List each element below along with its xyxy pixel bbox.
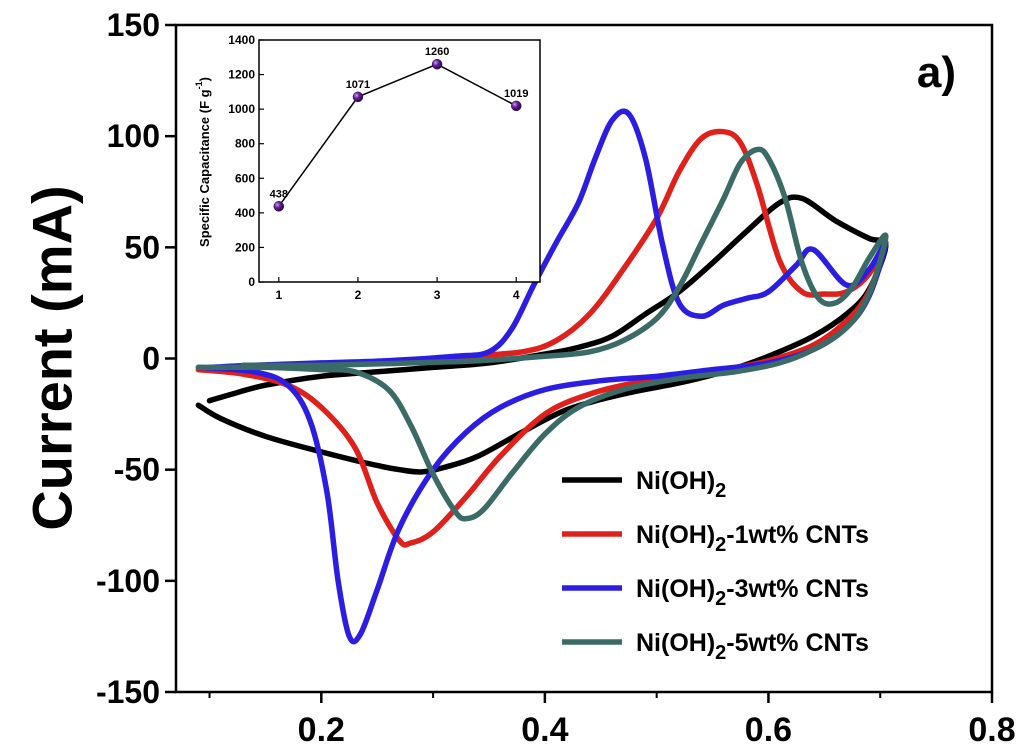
legend-label-1: Ni(OH)2 bbox=[636, 467, 726, 502]
legend-label-main: Ni(OH) bbox=[636, 467, 715, 495]
inset-marks: 438 1071 1260 1019 bbox=[270, 46, 528, 212]
legend-label-2: Ni(OH)2-1wt% CNTs bbox=[636, 521, 869, 556]
inset-x-tick-label: 3 bbox=[434, 288, 441, 302]
inset-y-tick-label: 800 bbox=[235, 137, 255, 151]
y-tick-label: -150 bbox=[96, 674, 160, 710]
inset-y-axis-title: Specific Capacitance (F g-1) bbox=[194, 77, 212, 247]
inset-background bbox=[259, 40, 540, 282]
y-tick-label: -50 bbox=[114, 452, 160, 488]
main-curves bbox=[195, 108, 889, 645]
legend-label-suffix: -5wt% CNTs bbox=[726, 629, 869, 657]
inset-y-tick-label: 400 bbox=[235, 206, 255, 220]
inset-y-tick-label: 1200 bbox=[228, 68, 255, 82]
inset-point-3 bbox=[431, 58, 443, 70]
inset-ylabel-unit-sup: -1 bbox=[194, 81, 204, 89]
y-tick-label: 50 bbox=[124, 229, 160, 265]
series-line-4 bbox=[195, 146, 889, 522]
inset-y-tick-label: 600 bbox=[235, 171, 255, 185]
y-tick-label: 150 bbox=[107, 7, 160, 43]
inset-point-2 bbox=[352, 91, 364, 103]
y-axis-title: Current (mA) bbox=[21, 185, 84, 530]
inset-y-tick-label: 200 bbox=[235, 240, 255, 254]
x-tick-label: 0.8 bbox=[968, 711, 1015, 749]
x-tick-label: 0.6 bbox=[745, 711, 792, 749]
panel-label: a) bbox=[917, 48, 956, 97]
x-tick-label: 0.4 bbox=[521, 711, 568, 749]
inset-x-tick-label: 2 bbox=[355, 288, 362, 302]
legend-label-4: Ni(OH)2-5wt% CNTs bbox=[636, 629, 869, 664]
inset-data-label-2: 1071 bbox=[346, 79, 370, 91]
inset-point-1 bbox=[273, 201, 285, 212]
inset-x-tick-label: 1 bbox=[275, 288, 282, 302]
y-tick-label: 100 bbox=[107, 118, 160, 154]
inset-ylabel-unit-suffix: ) bbox=[197, 77, 212, 81]
main-plot: 150 100 50 0 -50 -100 -150 0.2 0.4 0.6 0.8 Curren… bbox=[21, 7, 1016, 749]
inset-data-label-4: 1019 bbox=[504, 88, 528, 100]
legend-label-subscript: 2 bbox=[715, 588, 726, 610]
main-y-axis: 150 100 50 0 -50 -100 -150 bbox=[96, 7, 176, 710]
legend-label-3: Ni(OH)2-3wt% CNTs bbox=[636, 575, 869, 610]
inset-plot-frame bbox=[258, 39, 541, 283]
inset-y-axis: 0 200 400 600 800 1000 1200 1400 bbox=[228, 33, 264, 289]
legend-label-subscript: 2 bbox=[715, 480, 726, 502]
legend-label-main: Ni(OH) bbox=[636, 521, 715, 549]
inset-x-axis: 1 2 3 4 bbox=[275, 277, 520, 302]
inset-ylabel-unit-prefix: (F g bbox=[197, 89, 212, 113]
inset-y-tick-label: 1400 bbox=[228, 33, 255, 47]
inset-y-tick-label: 0 bbox=[248, 275, 255, 289]
inset-ylabel-main: Specific Capacitance bbox=[197, 117, 212, 247]
legend-label-subscript: 2 bbox=[715, 534, 726, 556]
main-x-axis: 0.2 0.4 0.6 0.8 bbox=[208, 692, 1016, 749]
inset-series-line bbox=[278, 63, 517, 207]
legend-label-subscript: 2 bbox=[715, 642, 726, 664]
inset-x-tick-label: 4 bbox=[513, 288, 520, 302]
y-tick-label: -100 bbox=[96, 563, 160, 599]
legend-label-main: Ni(OH) bbox=[636, 629, 715, 657]
inset-data-label-3: 1260 bbox=[425, 46, 449, 58]
legend-label-suffix: -1wt% CNTs bbox=[726, 521, 869, 549]
inset-point-4 bbox=[511, 100, 522, 112]
inset-y-tick-label: 1000 bbox=[228, 102, 255, 116]
y-tick-label: 0 bbox=[142, 341, 160, 377]
inset-data-label-1: 438 bbox=[270, 188, 288, 200]
x-tick-label: 0.2 bbox=[298, 711, 345, 749]
legend-label-suffix: -3wt% CNTs bbox=[726, 575, 869, 603]
legend-label-main: Ni(OH) bbox=[636, 575, 715, 603]
